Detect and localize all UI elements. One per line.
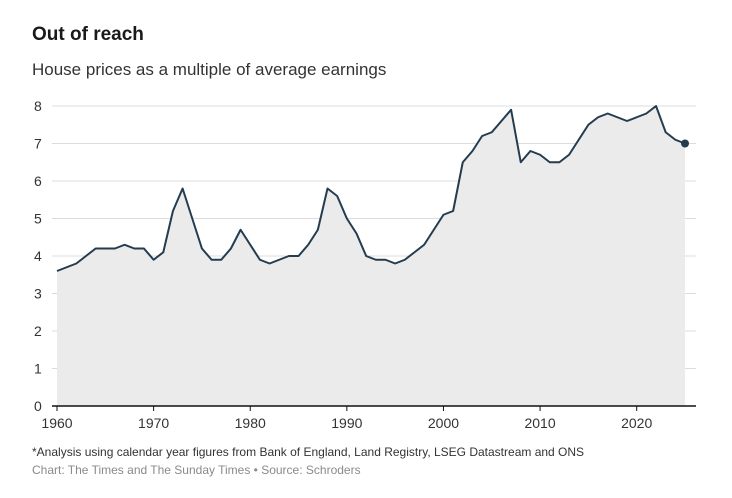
y-tick-label-1: 1 [34, 361, 42, 377]
x-tick-label-2020: 2020 [621, 415, 652, 431]
source-credit: Chart: The Times and The Sunday Times • … [32, 463, 361, 477]
area-fill [57, 106, 685, 406]
y-tick-label-7: 7 [34, 136, 42, 152]
y-tick-label-2: 2 [34, 323, 42, 339]
x-tick-label-1970: 1970 [138, 415, 169, 431]
y-tick-label-4: 4 [34, 248, 42, 264]
chart-subtitle: House prices as a multiple of average ea… [32, 60, 387, 79]
y-tick-label-5: 5 [34, 211, 42, 227]
x-tick-label-2010: 2010 [524, 415, 555, 431]
y-tick-label-3: 3 [34, 286, 42, 302]
series-layer [56, 105, 689, 272]
footnote: *Analysis using calendar year figures fr… [32, 445, 585, 459]
tick-labels: 0 1 2 3 4 5 6 7 8 1960 1970 1980 1990 2000 2010 2020 [34, 98, 652, 431]
series-line [56, 105, 686, 272]
chart-title: Out of reach [32, 24, 144, 45]
axes [52, 405, 696, 411]
x-tick-label-1980: 1980 [235, 415, 266, 431]
area-layer [57, 106, 685, 406]
x-tick-label-1990: 1990 [331, 415, 362, 431]
x-tick-label-2000: 2000 [428, 415, 459, 431]
y-tick-label-6: 6 [34, 173, 42, 189]
y-tick-label-8: 8 [34, 98, 42, 114]
y-tick-label-0: 0 [34, 398, 42, 414]
end-marker [681, 139, 689, 148]
x-tick-label-1960: 1960 [41, 415, 72, 431]
